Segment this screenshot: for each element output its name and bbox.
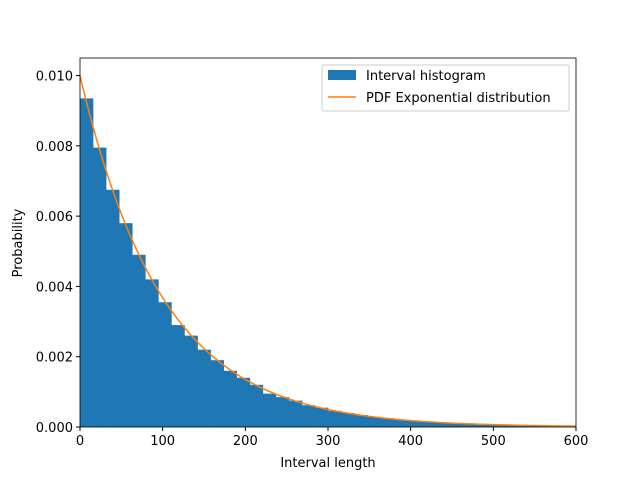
histogram-bar (80, 98, 94, 428)
histogram-bar (158, 302, 172, 427)
histogram-bar (354, 415, 368, 427)
y-tick-label: 0.006 (36, 210, 73, 225)
histogram-bar (223, 370, 238, 427)
x-tick-label: 600 (564, 434, 589, 449)
histogram-bar (367, 416, 381, 427)
histogram-bar (511, 425, 525, 427)
histogram-bar (471, 424, 486, 427)
x-tick-label: 400 (398, 434, 423, 449)
y-axis-label: Probability (11, 208, 26, 277)
histogram-bar (315, 407, 329, 427)
histogram-bar (328, 410, 342, 427)
histogram-bar (341, 412, 355, 427)
histogram-bar (524, 425, 538, 427)
histogram-bar (393, 419, 407, 427)
histogram-bar (419, 421, 433, 427)
histogram-bar (302, 405, 316, 427)
y-tick-label: 0.002 (36, 351, 73, 366)
histogram-bar (210, 360, 224, 427)
histogram-bar (262, 393, 277, 427)
y-tick-label: 0.000 (36, 421, 73, 436)
histogram-bar (119, 223, 133, 427)
legend-label-histogram: Interval histogram (366, 69, 486, 84)
histogram-bar (184, 335, 198, 427)
histogram-bar (197, 349, 211, 427)
x-tick-label: 200 (233, 434, 258, 449)
histogram-bar (432, 422, 447, 427)
legend-label-pdf: PDF Exponential distribution (366, 91, 551, 106)
histogram-bar (484, 424, 499, 427)
y-tick-label: 0.004 (36, 280, 73, 295)
histogram-bar (171, 325, 185, 427)
histogram-bar (275, 397, 290, 427)
x-tick-label: 500 (481, 434, 506, 449)
histogram-bar (458, 423, 473, 427)
histogram-bar (380, 418, 394, 427)
histogram-bar (497, 424, 512, 427)
pdf-line (79, 75, 577, 427)
histogram-bar (288, 400, 303, 427)
x-tick-label: 300 (316, 434, 341, 449)
histogram-bar (93, 147, 107, 427)
x-axis-label: Interval length (280, 456, 375, 471)
histogram-bar (145, 279, 159, 427)
y-tick-label: 0.008 (36, 140, 73, 155)
histogram-bar (249, 384, 264, 427)
legend: Interval histogram PDF Exponential distr… (321, 64, 570, 112)
histogram-bar (406, 420, 420, 427)
legend-swatch-histogram (328, 70, 356, 80)
histogram-bar (236, 377, 251, 427)
y-tick-label: 0.010 (36, 70, 73, 85)
x-tick-label: 0 (76, 434, 84, 449)
histogram-bar (106, 189, 120, 427)
histogram-bar (445, 423, 460, 427)
histogram-bar (132, 254, 146, 427)
x-tick-label: 100 (150, 434, 175, 449)
